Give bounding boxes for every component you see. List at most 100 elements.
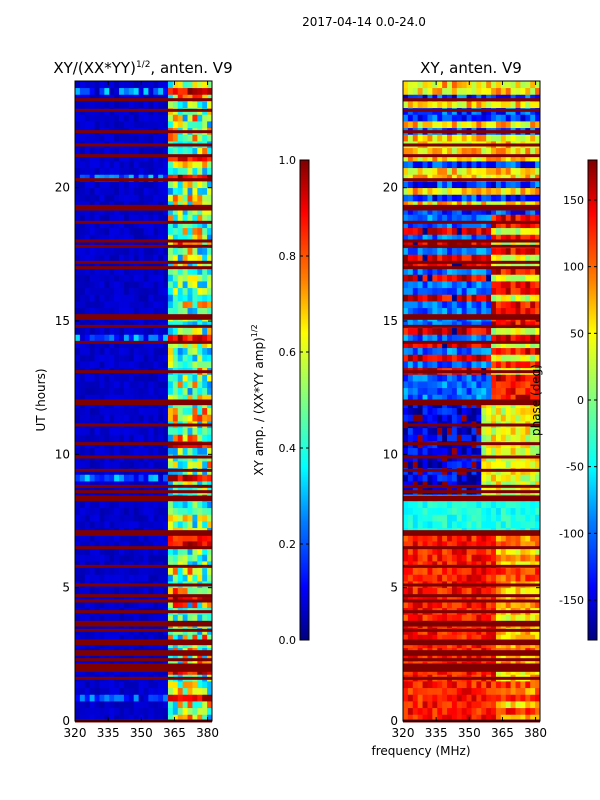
heatmap-cell [422,381,428,389]
heatmap-cell [491,587,497,595]
heatmap-cell [187,387,193,395]
heatmap-cell [84,207,91,215]
heatmap-cell [515,481,521,489]
heatmap-cell [143,247,149,255]
heatmap-cell [187,81,193,89]
heatmap-cell [427,221,433,229]
heatmap-cell [163,434,169,442]
heatmap-cell [422,587,428,595]
heatmap-cell [148,354,154,362]
heatmap-cell [403,594,409,602]
heatmap-cell [412,407,419,415]
heatmap-cell [79,501,86,509]
heatmap-cell [207,387,213,395]
heatmap-cell [138,387,144,395]
heatmap-cell [84,714,91,722]
heatmap-cell [123,481,130,489]
heatmap-cell [442,247,448,255]
heatmap-cell [94,161,100,169]
heatmap-cell [510,694,516,702]
heatmap-cell [187,281,193,289]
heatmap-cell [461,301,467,309]
heatmap-cell [172,81,179,89]
heatmap-cell [417,234,423,242]
heatmap-cell [158,567,164,575]
heatmap-cell [177,234,184,242]
heatmap-cell [437,207,443,215]
heatmap-cell [84,507,91,515]
heatmap-cell [417,541,423,549]
heatmap-cell [94,414,100,422]
heatmap-cell [491,201,497,209]
heatmap-cell [417,207,423,215]
heatmap-cell [407,447,414,455]
heatmap-cell [143,101,149,109]
heatmap-cell [109,94,115,102]
heatmap-cell [535,501,541,509]
heatmap-cell [138,161,144,169]
heatmap-cell [133,327,139,335]
heatmap-cell [505,574,512,582]
heatmap-cell [530,601,536,609]
heatmap-cell [500,207,507,215]
heatmap-cell [192,94,198,102]
heatmap-cell [79,694,86,702]
flagged-band [75,220,212,224]
heatmap-cell [491,387,497,395]
heatmap-cell [114,254,120,262]
heatmap-cell [133,121,139,129]
heatmap-cell [163,394,169,402]
heatmap-cell [486,434,492,442]
heatmap-cell [407,501,414,509]
heatmap-cell [500,307,507,315]
heatmap-cell [128,181,135,189]
heatmap-cell [495,201,502,209]
heatmap-cell [471,214,477,222]
heatmap-cell [138,501,144,509]
heatmap-cell [500,561,507,569]
heatmap-cell [437,301,443,309]
heatmap-cell [505,534,512,542]
heatmap-cell [99,187,105,195]
heatmap-cell [123,181,130,189]
heatmap-cell [197,414,203,422]
heatmap-cell [123,161,130,169]
heatmap-cell [515,707,521,715]
heatmap-cell [403,234,409,242]
heatmap-cell [495,394,502,402]
heatmap-cell [510,201,516,209]
heatmap-cell [197,694,203,702]
heatmap-cell [432,587,438,595]
heatmap-cell [207,234,213,242]
heatmap-cell [187,601,193,609]
heatmap-cell [84,221,91,229]
heatmap-cell [177,447,184,455]
heatmap-cell [109,434,115,442]
heatmap-cell [491,521,497,529]
heatmap-cell [535,354,541,362]
heatmap-cell [207,181,213,189]
heatmap-cell [119,294,125,302]
heatmap-cell [500,334,507,342]
heatmap-cell [471,294,477,302]
heatmap-cell [104,427,110,435]
heatmap-cell [486,287,492,295]
heatmap-cell [89,594,95,602]
heatmap-cell [123,434,130,442]
heatmap-cell [143,541,149,549]
heatmap-cell [476,307,482,315]
heatmap-cell [128,174,135,182]
heatmap-cell [471,654,477,662]
heatmap-cell [491,507,497,515]
heatmap-cell [451,447,458,455]
heatmap-cell [133,634,139,642]
heatmap-cell [466,301,472,309]
heatmap-cell [114,381,120,389]
heatmap-cell [89,634,95,642]
heatmap-cell [525,634,531,642]
heatmap-cell [158,227,164,235]
heatmap-cell [412,261,419,269]
heatmap-cell [133,354,139,362]
heatmap-cell [75,447,81,455]
heatmap-cell [158,547,164,555]
